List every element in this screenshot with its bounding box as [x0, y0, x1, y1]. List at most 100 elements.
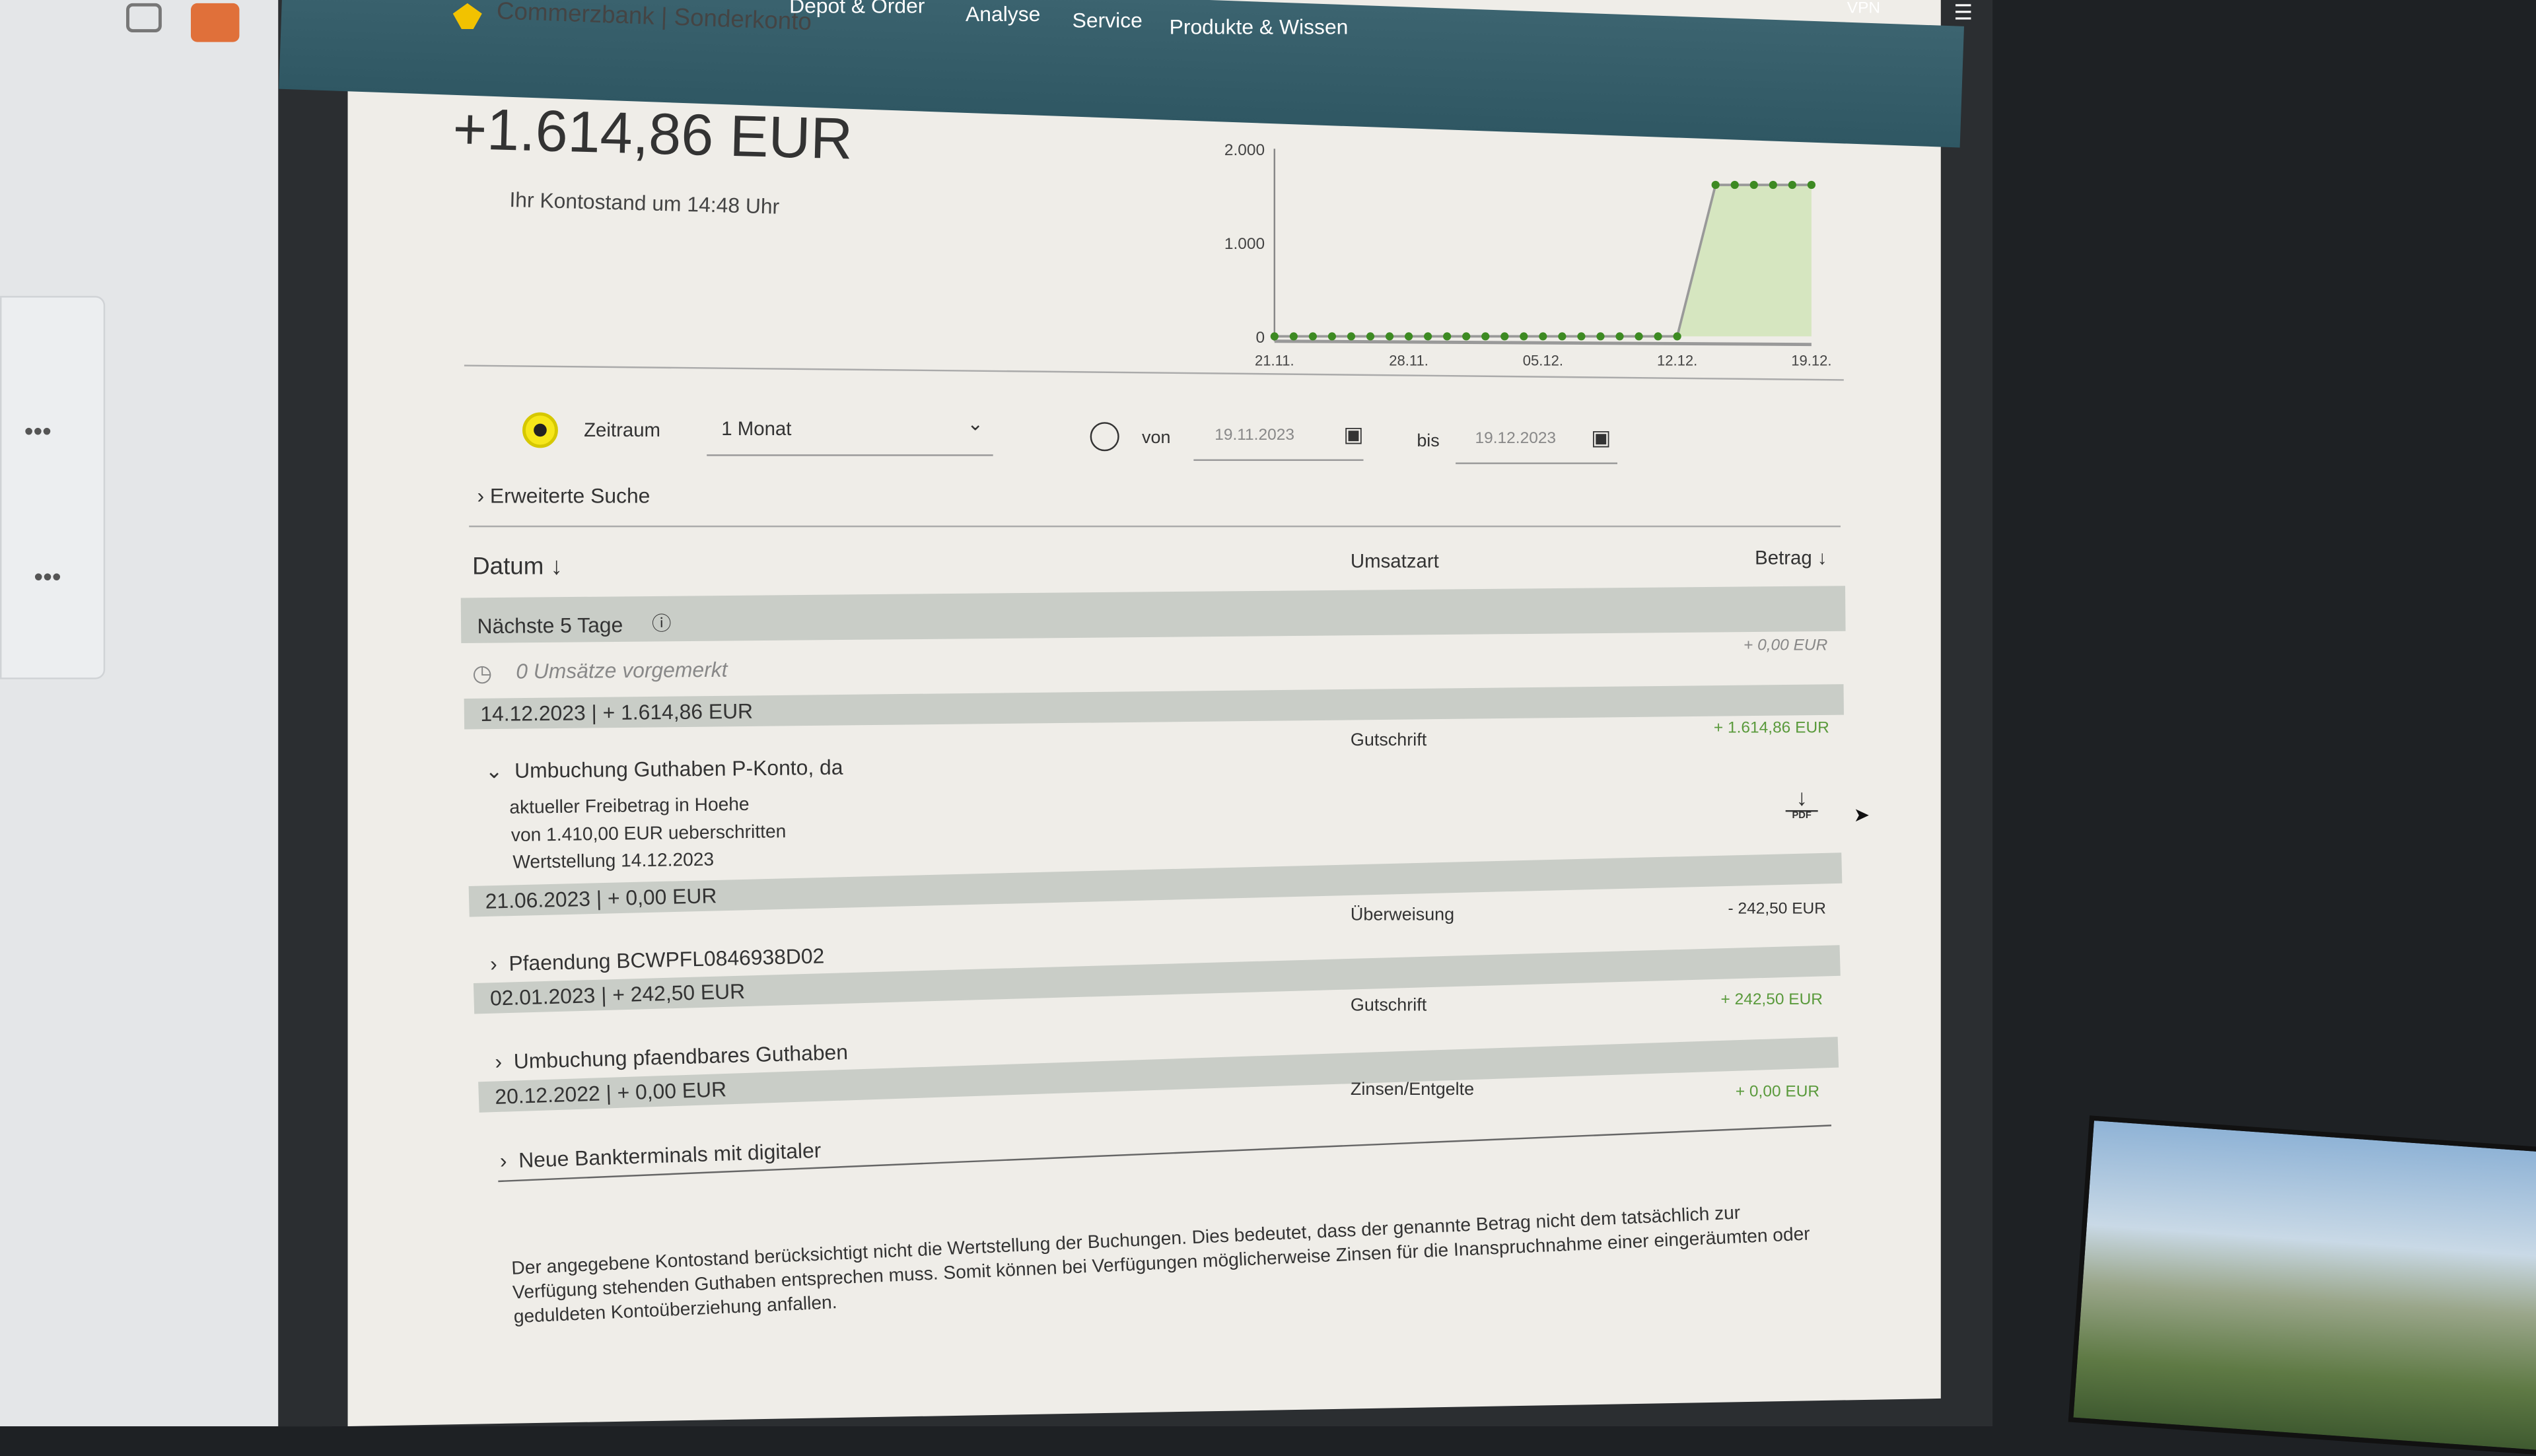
date-header-text: 02.01.2023 | + 242,50 EUR	[489, 979, 746, 1010]
col-umsatzart: Umsatzart	[1350, 549, 1439, 572]
data-point	[1539, 332, 1547, 341]
info-icon[interactable]: ⓘ	[651, 612, 672, 635]
data-point	[1385, 332, 1394, 341]
transaction-amount: + 0,00 EUR	[1735, 1083, 1820, 1101]
data-point	[1366, 332, 1375, 341]
col-betrag: Betrag	[1755, 546, 1812, 570]
menu-icon[interactable]: ☰	[1954, 0, 1973, 24]
transaction-detail: aktueller Freibetrag in Hoehe	[509, 795, 750, 819]
x-tick-label: 05.12.	[1523, 352, 1563, 368]
area-fill	[1677, 185, 1812, 337]
date-header-text: 20.12.2022 | + 0,00 EUR	[494, 1076, 727, 1109]
transaction-title: Umbuchung Guthaben P-Konto, da	[514, 755, 843, 783]
data-point	[1807, 180, 1816, 190]
left-app-panel: ••• •••	[0, 0, 332, 1427]
clock-icon: ◷	[472, 660, 493, 686]
data-point	[1788, 180, 1796, 190]
mouse-cursor-icon: ➤	[1853, 804, 1870, 827]
transaction-detail: von 1.410,00 EUR ueberschritten	[511, 823, 787, 847]
x-tick-label: 28.11.	[1389, 352, 1428, 368]
y-tick-label: 2.000	[1224, 141, 1265, 159]
chevron-down-icon: ⌄	[485, 758, 503, 783]
transaction-amount: + 1.614,86 EUR	[1713, 719, 1829, 738]
series-line	[1274, 184, 1812, 338]
calendar-icon[interactable]: ▣	[1343, 422, 1364, 446]
upcoming-text: 0 Umsätze vorgemerkt	[516, 657, 728, 683]
date-header-text: 14.12.2023 | + 1.614,86 EUR	[480, 699, 754, 726]
x-axis	[1274, 339, 1812, 347]
von-date-input[interactable]: 19.11.2023 ▣	[1193, 419, 1364, 461]
download-icon: ↓	[1785, 785, 1818, 812]
calendar-icon[interactable]: ▣	[1591, 425, 1611, 450]
more-icon[interactable]: •••	[24, 419, 52, 446]
data-point	[1635, 332, 1643, 341]
chevron-right-icon: ›	[494, 1049, 503, 1074]
advanced-search-label: Erweiterte Suche	[489, 483, 651, 508]
data-point	[1327, 332, 1337, 341]
data-point	[1673, 332, 1681, 341]
transaction-detail: Wertstellung 14.12.2023	[512, 850, 715, 874]
y-tick-label: 0	[1256, 329, 1265, 347]
data-point	[1769, 180, 1777, 190]
more-icon[interactable]: •••	[34, 564, 61, 592]
x-tick-label: 19.12.	[1791, 352, 1831, 368]
chevron-right-icon: ›	[499, 1148, 508, 1173]
data-point	[1711, 180, 1720, 190]
chevron-down-icon: ⌄	[967, 412, 983, 435]
zeitraum-value: 1 Monat	[721, 417, 792, 440]
data-point	[1423, 332, 1432, 341]
transaction-type: Überweisung	[1350, 905, 1455, 925]
data-point	[1462, 332, 1471, 341]
data-point	[1596, 332, 1605, 341]
transaction-type: Gutschrift	[1350, 996, 1427, 1016]
zeitraum-radio[interactable]	[522, 412, 558, 448]
advanced-search-toggle[interactable]: › Erweiterte Suche	[477, 483, 650, 508]
left-card: ••• •••	[0, 296, 106, 679]
date-header-text: 21.06.2023 | + 0,00 EUR	[485, 883, 717, 914]
date-range-radio[interactable]	[1090, 422, 1119, 452]
app-icon[interactable]	[190, 3, 240, 42]
data-point	[1347, 332, 1356, 341]
nav-analyse[interactable]: Analyse	[966, 1, 1041, 26]
data-point	[1308, 332, 1318, 341]
von-label: von	[1141, 428, 1171, 448]
bis-value: 19.12.2023	[1475, 430, 1557, 448]
data-point	[1749, 180, 1758, 190]
transaction-row[interactable]: ⌄ Umbuchung Guthaben P-Konto, da	[485, 755, 843, 784]
nav-depot-order[interactable]: Depot & Order	[789, 0, 925, 18]
transaction-type: Zinsen/Entgelte	[1350, 1080, 1475, 1100]
sort-betrag[interactable]: Betrag ↓	[1755, 546, 1827, 570]
sort-datum[interactable]: Datum ↓	[472, 553, 563, 581]
divider	[469, 525, 1841, 528]
bis-date-input[interactable]: 19.12.2023 ▣	[1456, 422, 1617, 464]
data-point	[1404, 332, 1413, 341]
data-point	[1270, 332, 1279, 341]
data-point	[1577, 332, 1586, 341]
data-point	[1443, 332, 1452, 341]
upcoming-amount: + 0,00 EUR	[1744, 637, 1828, 655]
balance-amount: +1.614,86 EUR	[452, 94, 854, 172]
nav-service[interactable]: Service	[1072, 8, 1143, 32]
data-point	[1481, 332, 1490, 341]
second-monitor-wallpaper	[2068, 1115, 2536, 1456]
data-point	[1500, 332, 1509, 341]
transaction-amount: + 242,50 EUR	[1720, 991, 1823, 1010]
data-point	[1520, 332, 1528, 341]
von-value: 19.11.2023	[1215, 427, 1294, 445]
nav-produkte-wissen[interactable]: Produkte & Wissen	[1169, 15, 1349, 39]
vpn-indicator[interactable]: VPN	[1847, 0, 1881, 18]
data-point	[1289, 332, 1298, 341]
data-point	[1558, 332, 1567, 341]
transaction-amount: - 242,50 EUR	[1728, 901, 1826, 919]
x-tick-label: 12.12.	[1657, 352, 1697, 368]
chevron-right-icon: ›	[489, 952, 498, 977]
pdf-download-button[interactable]: ↓ PDF	[1785, 785, 1818, 821]
y-tick-label: 1.000	[1224, 235, 1265, 253]
col-datum: Datum	[472, 553, 544, 581]
inbox-icon[interactable]	[126, 3, 162, 32]
data-point	[1615, 332, 1624, 341]
zeitraum-select[interactable]: 1 Monat ⌄	[707, 412, 993, 456]
zeitraum-label: Zeitraum	[584, 419, 661, 442]
bis-label: bis	[1417, 431, 1440, 452]
